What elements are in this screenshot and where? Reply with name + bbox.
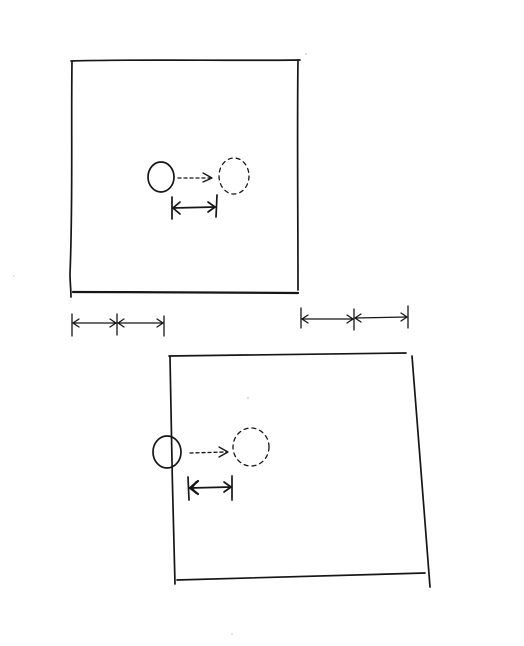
- top-solid-circle: [147, 161, 175, 193]
- top-dashed-circle: [218, 157, 250, 195]
- bottom-square-frame: [168, 352, 431, 588]
- top-dashed-arrow: [177, 172, 213, 183]
- bottom-solid-circle: [152, 435, 182, 469]
- bottom-dashed-arrow: [189, 446, 229, 458]
- bottom-panel: [152, 352, 431, 588]
- right-offset-arrows: [300, 305, 409, 331]
- top-double-arrow: [171, 194, 218, 220]
- top-panel: [69, 59, 301, 298]
- bottom-dashed-circle: [232, 427, 270, 467]
- top-square-frame: [69, 59, 301, 298]
- bottom-double-arrow: [187, 475, 233, 501]
- paper-specks: [13, 53, 307, 635]
- left-offset-arrows: [71, 313, 165, 337]
